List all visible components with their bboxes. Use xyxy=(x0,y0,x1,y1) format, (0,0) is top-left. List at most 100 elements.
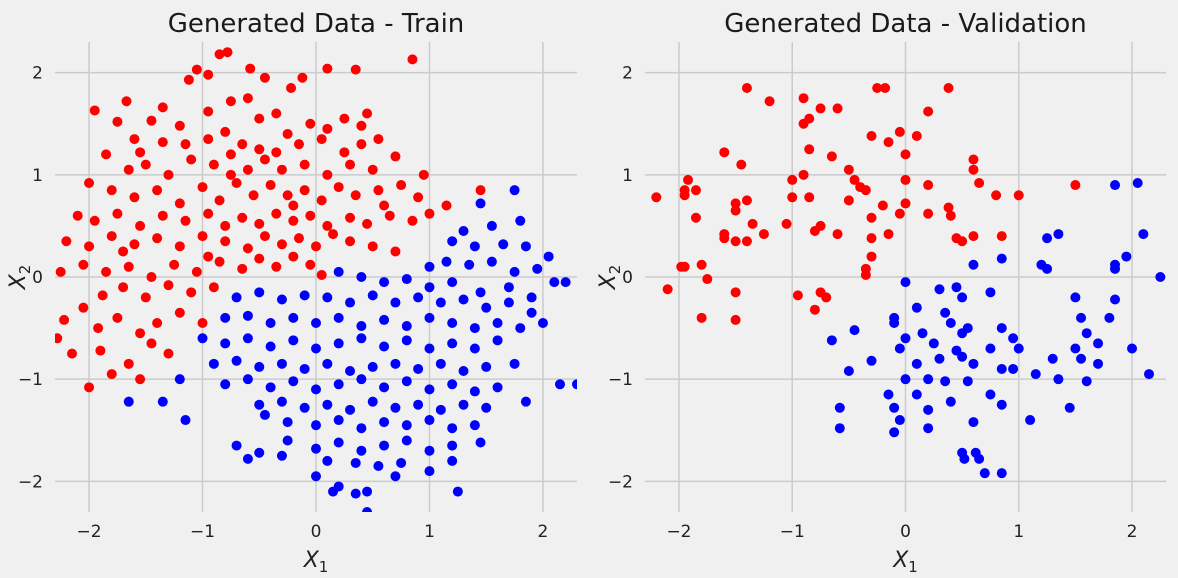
data-point xyxy=(447,455,458,466)
data-point xyxy=(362,218,373,229)
data-point xyxy=(1081,328,1092,339)
data-point xyxy=(866,131,877,141)
data-point xyxy=(254,253,265,264)
data-point xyxy=(282,128,293,139)
data-point xyxy=(515,323,526,334)
data-point xyxy=(447,379,458,390)
data-point xyxy=(157,396,168,407)
data-point xyxy=(362,486,373,497)
data-point xyxy=(265,382,276,393)
data-point xyxy=(866,355,877,366)
data-point xyxy=(55,333,63,344)
data-point xyxy=(311,471,321,482)
data-point xyxy=(242,453,253,464)
data-point xyxy=(259,72,270,83)
x-tick-label: 2 xyxy=(1127,522,1138,542)
data-point xyxy=(316,134,327,145)
data-point xyxy=(350,64,361,75)
data-point xyxy=(174,120,185,131)
data-point xyxy=(379,382,390,393)
data-point xyxy=(197,333,208,344)
data-point xyxy=(959,453,970,464)
data-point xyxy=(356,321,367,332)
data-point xyxy=(424,466,435,477)
data-point xyxy=(509,185,520,196)
data-point xyxy=(1104,312,1115,323)
data-point xyxy=(282,190,293,201)
data-point xyxy=(276,358,287,369)
data-point xyxy=(435,404,446,415)
data-point xyxy=(225,149,236,160)
data-point xyxy=(968,164,979,175)
data-point xyxy=(424,415,435,426)
data-point xyxy=(662,284,673,295)
points-layer xyxy=(651,82,1166,479)
data-point xyxy=(515,215,526,226)
data-point xyxy=(271,261,282,272)
data-point xyxy=(1053,229,1064,240)
data-point xyxy=(356,139,367,150)
data-point xyxy=(84,241,95,252)
data-point xyxy=(248,190,259,201)
data-point xyxy=(242,333,253,344)
data-point xyxy=(220,236,231,247)
data-point xyxy=(889,427,900,438)
data-point xyxy=(271,147,282,158)
data-point xyxy=(804,144,815,155)
data-point xyxy=(943,202,954,213)
data-point xyxy=(1047,353,1058,364)
y-axis-label: X2 xyxy=(596,265,624,291)
data-point xyxy=(186,287,197,298)
data-point xyxy=(231,178,242,188)
data-point xyxy=(962,376,973,387)
data-point xyxy=(293,139,304,150)
data-point xyxy=(135,374,146,385)
data-point xyxy=(787,192,798,203)
data-point xyxy=(481,302,492,313)
data-point xyxy=(900,149,911,160)
data-point xyxy=(407,215,418,226)
data-point xyxy=(293,233,304,244)
data-point xyxy=(537,317,548,328)
data-point xyxy=(900,333,911,344)
data-point xyxy=(245,63,256,74)
data-point xyxy=(934,284,945,295)
y-tick-label: 2 xyxy=(622,64,633,84)
data-point xyxy=(985,389,996,400)
data-point xyxy=(1132,178,1143,188)
x-tick-label: 0 xyxy=(900,522,911,542)
data-point xyxy=(254,399,265,410)
data-point xyxy=(311,343,321,354)
data-point xyxy=(798,93,809,104)
data-point xyxy=(1013,190,1024,201)
data-point xyxy=(373,134,384,145)
data-point xyxy=(390,471,401,482)
data-point xyxy=(1110,294,1121,305)
data-point xyxy=(1064,402,1075,413)
data-point xyxy=(424,208,435,219)
data-point xyxy=(401,321,412,332)
data-point xyxy=(683,174,694,185)
data-point xyxy=(288,200,299,211)
data-point xyxy=(458,399,469,410)
x-axis-label: X1 xyxy=(892,548,918,576)
data-point xyxy=(118,246,129,257)
data-point xyxy=(1042,263,1053,274)
data-point xyxy=(379,417,390,428)
data-point xyxy=(203,134,214,145)
data-point xyxy=(322,455,333,466)
data-point xyxy=(1110,180,1121,191)
data-point xyxy=(67,348,78,359)
data-point xyxy=(345,159,356,170)
data-point xyxy=(503,282,514,293)
data-point xyxy=(1093,338,1104,349)
data-point xyxy=(214,49,225,60)
data-point xyxy=(821,292,832,303)
data-point xyxy=(923,106,934,117)
data-point xyxy=(435,358,446,369)
y-tick-label: 1 xyxy=(622,166,633,186)
data-point xyxy=(968,231,979,242)
data-point xyxy=(379,200,390,211)
data-point xyxy=(140,292,151,303)
data-point xyxy=(877,200,888,211)
